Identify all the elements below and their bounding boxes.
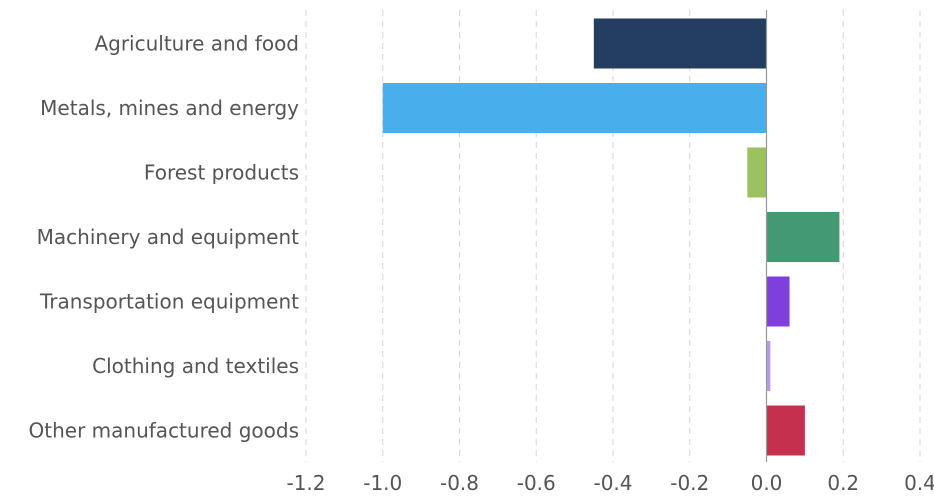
bars	[382, 18, 840, 456]
category-label: Forest products	[144, 161, 299, 185]
bar	[766, 341, 771, 391]
bar	[766, 212, 840, 262]
x-tick-label: -0.8	[440, 471, 479, 492]
x-tick-label: -0.6	[517, 471, 556, 492]
x-tick-label: 0.4	[904, 471, 934, 492]
category-label: Machinery and equipment	[37, 225, 300, 249]
category-label: Agriculture and food	[94, 32, 299, 56]
bar	[766, 276, 790, 327]
x-tick-label: -1.2	[286, 471, 325, 492]
bar	[747, 147, 767, 198]
x-tick-label: 0.2	[827, 471, 859, 492]
x-tick-labels: -1.2 -1.0 -0.8 -0.6 -0.4 -0.2 0.0 0.2 0.4	[286, 471, 934, 495]
category-label: Metals, mines and energy	[40, 96, 299, 120]
category-label: Transportation equipment	[39, 290, 299, 314]
x-tick-label: -0.4	[593, 471, 632, 492]
x-tick-label: 0.0	[751, 471, 783, 492]
bar	[382, 83, 767, 133]
x-tick-label: -1.0	[363, 471, 402, 492]
category-label: Other manufactured goods	[29, 419, 299, 443]
x-tick-label: -0.2	[670, 471, 709, 492]
bar	[766, 405, 805, 456]
category-labels: Agriculture and food Metals, mines and en…	[29, 32, 300, 443]
category-label: Clothing and textiles	[92, 354, 299, 378]
bar	[593, 18, 767, 69]
